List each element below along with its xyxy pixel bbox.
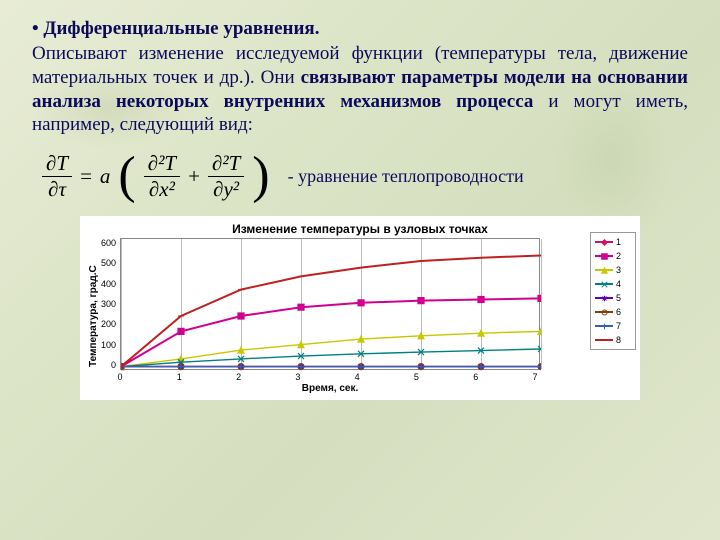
eq-t2-den: ∂y²	[209, 177, 243, 202]
temperature-chart: Изменение температуры в узловых точках Т…	[80, 216, 640, 400]
legend-item: 5	[595, 291, 631, 305]
eq-rparen: )	[252, 153, 269, 200]
heat-equation: ∂T ∂τ = a ( ∂²T ∂x² + ∂²T ∂y² )	[42, 151, 270, 202]
eq-lhs-den: ∂τ	[44, 177, 70, 202]
legend-item: 8	[595, 333, 631, 347]
chart-plot-area	[120, 238, 540, 370]
eq-t1-num: ∂²T	[144, 151, 180, 176]
eq-lhs-num: ∂T	[42, 151, 72, 176]
eq-caption: - уравнение теплопроводности	[288, 166, 524, 187]
body-paragraph: Описывают изменение исследуемой функции …	[32, 42, 688, 137]
chart-title: Изменение температуры в узловых точках	[86, 222, 634, 236]
chart-xticks: 01234567	[120, 372, 540, 382]
legend-item: 4	[595, 277, 631, 291]
chart-legend: 12345678	[590, 232, 636, 350]
eq-equals: =	[80, 164, 92, 189]
eq-coef: a	[100, 164, 111, 189]
eq-plus: +	[188, 164, 200, 189]
legend-item: 6	[595, 305, 631, 319]
eq-t2-num: ∂²T	[208, 151, 244, 176]
chart-ylabel: Температура, град.С	[86, 238, 101, 394]
legend-item: 7	[595, 319, 631, 333]
chart-yticks: 6005004003002001000	[101, 238, 120, 370]
legend-item: 3	[595, 263, 631, 277]
legend-item: 1	[595, 235, 631, 249]
chart-xlabel: Время, сек.	[120, 383, 540, 394]
slide-title: Дифференциальные уравнения.	[32, 18, 688, 40]
eq-t1-den: ∂x²	[145, 177, 179, 202]
legend-item: 2	[595, 249, 631, 263]
eq-lparen: (	[118, 153, 135, 200]
